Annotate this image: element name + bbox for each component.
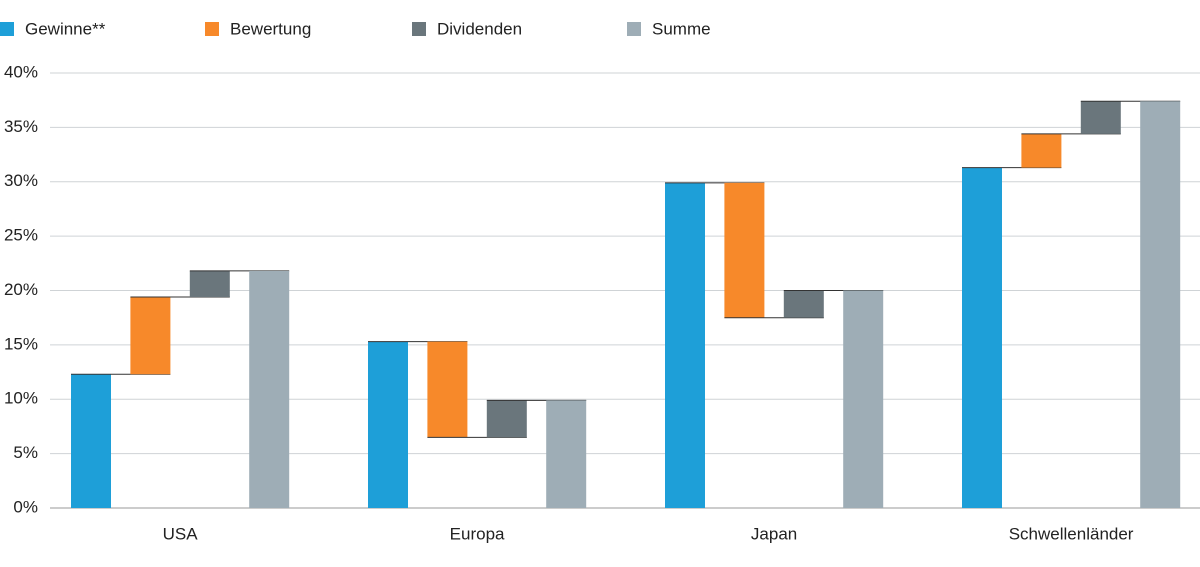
bar [1080, 101, 1121, 134]
bar [665, 182, 705, 508]
bar [1140, 101, 1181, 509]
bar [189, 270, 230, 298]
bar [249, 270, 290, 508]
bar [783, 290, 824, 318]
legend-swatch [412, 22, 426, 36]
y-tick-label: 10% [4, 389, 38, 408]
bar [1021, 133, 1062, 168]
bar [427, 341, 468, 438]
x-tick-label: Europa [450, 524, 505, 543]
bar [843, 290, 884, 508]
legend-label: Dividenden [437, 19, 522, 38]
bar [486, 400, 527, 438]
bar [546, 400, 587, 508]
y-tick-label: 5% [13, 443, 38, 462]
bar [71, 374, 111, 508]
legend-swatch [0, 22, 14, 36]
y-tick-label: 20% [4, 280, 38, 299]
bar [724, 182, 765, 318]
x-tick-label: Japan [751, 524, 797, 543]
legend-swatch [205, 22, 219, 36]
legend-label: Summe [652, 19, 711, 38]
legend-label: Bewertung [230, 19, 311, 38]
y-tick-label: 15% [4, 334, 38, 353]
bar [368, 341, 408, 508]
y-tick-label: 25% [4, 226, 38, 245]
bar [962, 167, 1002, 509]
y-tick-label: 40% [4, 62, 38, 81]
bar [130, 297, 171, 375]
x-tick-label: USA [163, 524, 199, 543]
legend-label: Gewinne** [25, 19, 106, 38]
y-tick-label: 30% [4, 171, 38, 190]
legend-swatch [627, 22, 641, 36]
x-tick-label: Schwellenländer [1009, 524, 1134, 543]
y-tick-label: 35% [4, 117, 38, 136]
y-tick-label: 0% [13, 497, 38, 516]
